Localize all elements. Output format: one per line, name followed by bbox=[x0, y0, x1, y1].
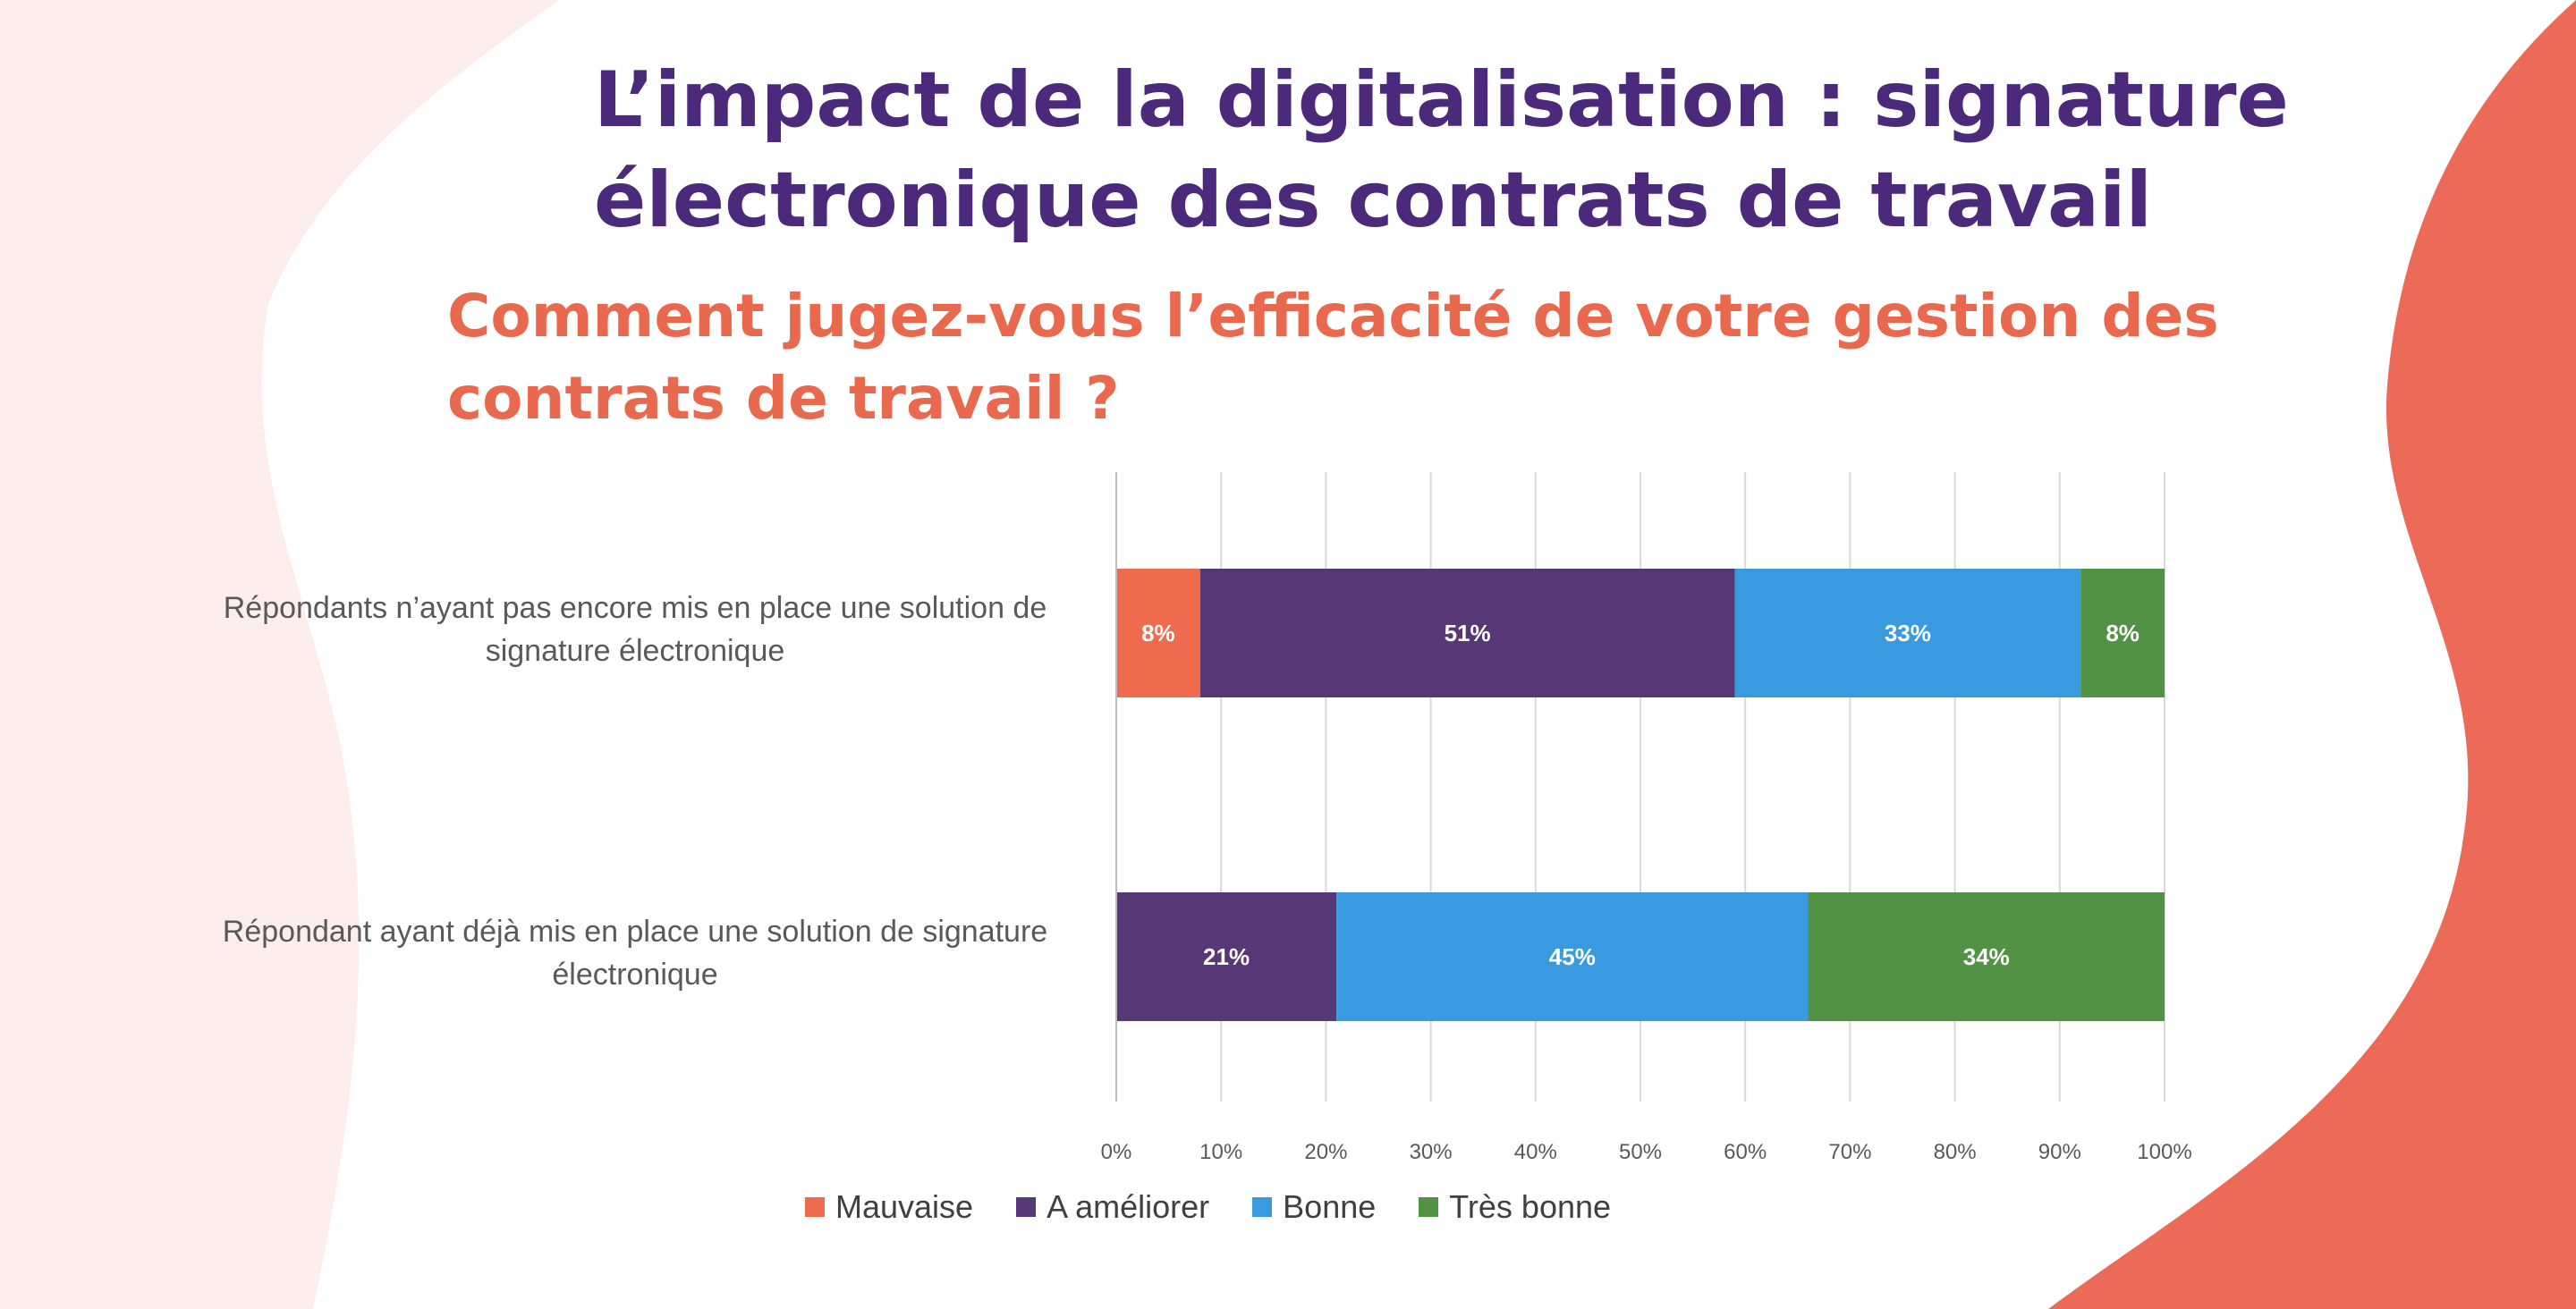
x-tick-label: 80% bbox=[1934, 1140, 1977, 1164]
x-tick-label: 100% bbox=[2137, 1140, 2191, 1164]
legend-item-mauvaise: Mauvaise bbox=[805, 1188, 973, 1226]
data-label-bonne-2: 45% bbox=[1549, 943, 1596, 970]
data-label-bonne-1: 33% bbox=[1885, 620, 1931, 646]
legend-item-a-ameliorer: A améliorer bbox=[1016, 1188, 1209, 1226]
bar-segment-bonne-2 bbox=[1336, 892, 1809, 1021]
category-label-1: Répondants n’ayant pas encore mis en pla… bbox=[223, 591, 1047, 668]
legend-label-tres-bonne: Très bonne bbox=[1449, 1188, 1612, 1225]
data-label-a-ameliorer-2: 21% bbox=[1203, 943, 1250, 970]
x-tick-label: 30% bbox=[1410, 1140, 1453, 1164]
bar-segment-a-ameliorer-2 bbox=[1116, 892, 1337, 1021]
x-tick-label: 50% bbox=[1619, 1140, 1662, 1164]
bar-segment-tres-bonne-2 bbox=[1808, 892, 2165, 1021]
bar-segment-bonne-1 bbox=[1734, 569, 2081, 697]
x-tick-label: 70% bbox=[1828, 1140, 1871, 1164]
data-label-tres-bonne-2: 34% bbox=[1963, 943, 2010, 970]
legend-label-a-ameliorer: A améliorer bbox=[1046, 1188, 1210, 1225]
bar-segment-tres-bonne-1 bbox=[2080, 569, 2165, 697]
survey-question: Comment jugez-vous l’efficacité de votre… bbox=[447, 282, 2219, 433]
legend-swatch-a-ameliorer bbox=[1016, 1197, 1037, 1217]
data-label-tres-bonne-1: 8% bbox=[2106, 620, 2140, 646]
slide-title: L’impact de la digitalisation : signatur… bbox=[594, 55, 2289, 245]
data-label-mauvaise-1: 8% bbox=[1141, 620, 1175, 646]
legend-swatch-tres-bonne bbox=[1419, 1197, 1439, 1217]
category-label-2: Répondant ayant déjà mis en place une so… bbox=[222, 915, 1048, 992]
x-tick-label: 60% bbox=[1724, 1140, 1767, 1164]
legend-item-tres-bonne: Très bonne bbox=[1419, 1188, 1611, 1226]
x-tick-label: 40% bbox=[1514, 1140, 1557, 1164]
x-tick-label: 10% bbox=[1199, 1140, 1242, 1164]
legend-swatch-mauvaise bbox=[805, 1197, 825, 1217]
corner-decoration bbox=[2048, 0, 2576, 1309]
legend-label-mauvaise: Mauvaise bbox=[835, 1188, 974, 1225]
chart-legend: Mauvaise A améliorer Bonne Très bonne bbox=[805, 1186, 1611, 1229]
bar-segment-a-ameliorer-1 bbox=[1199, 569, 1735, 697]
bar-segment-mauvaise-1 bbox=[1116, 569, 1200, 697]
legend-swatch-bonne bbox=[1252, 1197, 1273, 1217]
x-tick-label: 0% bbox=[1101, 1140, 1132, 1164]
legend-label-bonne: Bonne bbox=[1283, 1188, 1377, 1225]
x-tick-label: 20% bbox=[1304, 1140, 1347, 1164]
background-blob bbox=[0, 0, 559, 1309]
legend-item-bonne: Bonne bbox=[1252, 1188, 1376, 1226]
data-label-a-ameliorer-1: 51% bbox=[1445, 620, 1491, 646]
x-tick-label: 90% bbox=[2038, 1140, 2081, 1164]
